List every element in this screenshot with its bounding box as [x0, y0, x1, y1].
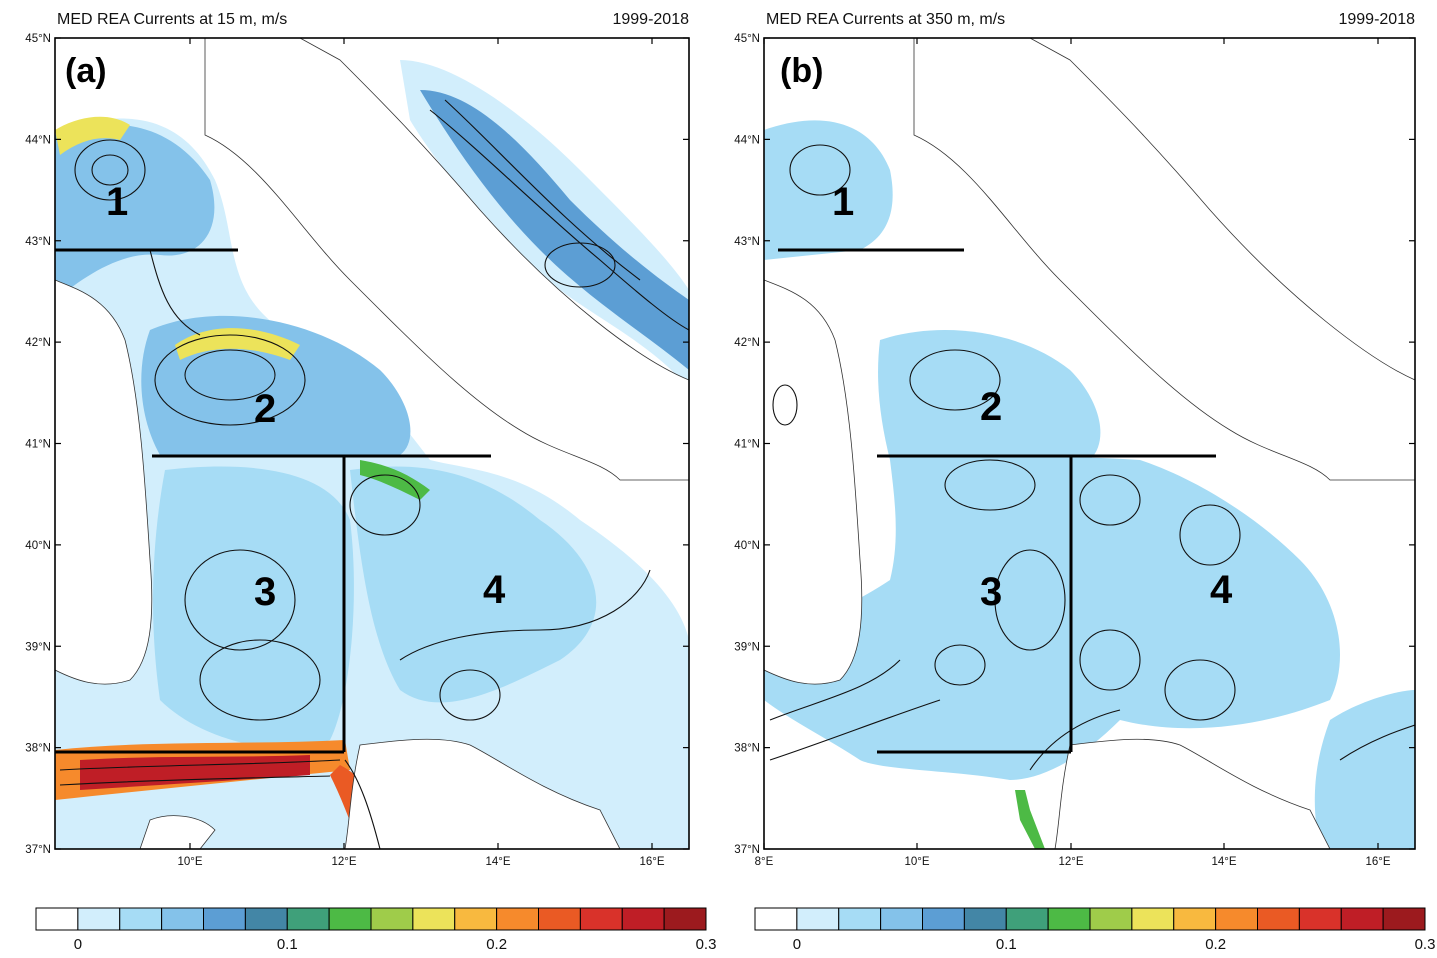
- lon-tick-label: 16°E: [1365, 856, 1390, 868]
- lat-tick-label: 42°N: [734, 337, 760, 349]
- region-4-label: 4: [1210, 568, 1233, 612]
- colorbar-swatch: [119, 907, 163, 931]
- lon-tick-label: 16°E: [639, 856, 664, 868]
- lat-tick-label: 39°N: [25, 641, 51, 653]
- colorbar-swatch: [963, 907, 1007, 931]
- panel-a-label: (a): [65, 52, 107, 90]
- panel-b-title: MED REA Currents at 350 m, m/s: [766, 11, 1005, 28]
- region-3-label: 3: [254, 570, 276, 614]
- colorbar-swatch: [161, 907, 204, 931]
- region-1-label: 1: [832, 180, 854, 224]
- colorbar-swatch: [1382, 907, 1426, 931]
- colorbar-swatch: [496, 907, 539, 931]
- colorbar-swatch: [412, 907, 456, 931]
- lat-tick-label: 37°N: [25, 844, 51, 856]
- colorbar-swatch: [1089, 907, 1133, 931]
- lat-tick-label: 37°N: [734, 844, 760, 856]
- region-2-label: 2: [254, 387, 276, 431]
- lat-tick-label: 44°N: [25, 134, 51, 146]
- colorbar-swatch: [1340, 907, 1384, 931]
- colorbar-tick-label: 0.3: [1415, 936, 1436, 953]
- colorbar-swatch: [663, 907, 707, 931]
- panel-a-ticks: 45°N 44°N 43°N 42°N 41°N 40°N 39°N 38°N 37°N 10°E…: [25, 33, 689, 868]
- panel-a-period: 1999-2018: [612, 11, 689, 28]
- panel-b: MED REA Currents at 350 m, m/s 1999-2018: [734, 11, 1416, 868]
- lat-tick-label: 43°N: [25, 236, 51, 248]
- colorbar-tick-label: 0.1: [996, 936, 1017, 953]
- lat-tick-label: 38°N: [25, 743, 51, 755]
- colorbar-swatch: [880, 907, 923, 931]
- colorbar-tick-label: 0: [74, 936, 82, 953]
- colorbar-swatch: [1131, 907, 1175, 931]
- lat-tick-label: 45°N: [25, 33, 51, 45]
- lat-tick-label: 44°N: [734, 134, 760, 146]
- lat-tick-label: 42°N: [25, 337, 51, 349]
- colorbar-swatch: [1005, 907, 1049, 931]
- colorbar-tick-label: 0: [793, 936, 801, 953]
- region-3-label: 3: [980, 570, 1002, 614]
- lat-tick-label: 41°N: [25, 439, 51, 451]
- lat-tick-label: 45°N: [734, 33, 760, 45]
- panel-a-map: (a) 1 2 3 4: [55, 38, 689, 849]
- lon-tick-label: 10°E: [904, 856, 929, 868]
- lon-tick-label: 10°E: [177, 856, 202, 868]
- colorbar-tick-label: 0.1: [277, 936, 298, 953]
- colorbar-swatch: [328, 907, 372, 931]
- colorbar-swatch: [286, 907, 330, 931]
- panel-a: MED REA Currents at 15 m, m/s 1999-2018: [25, 11, 690, 868]
- colorbar-swatch: [244, 907, 288, 931]
- colorbar-a: 0 0.1 0.2 0.3: [35, 907, 717, 953]
- colorbar-swatch: [1215, 907, 1258, 931]
- region-2-label: 2: [980, 385, 1002, 429]
- colorbar-swatch: [1298, 907, 1342, 931]
- colorbar-swatch: [538, 907, 581, 931]
- lon-tick-label: 12°E: [331, 856, 356, 868]
- region-1-label: 1: [106, 180, 128, 224]
- colorbar-tick-label: 0.2: [1205, 936, 1226, 953]
- lat-tick-label: 40°N: [25, 540, 51, 552]
- lon-tick-label: 14°E: [485, 856, 510, 868]
- panel-b-period: 1999-2018: [1338, 11, 1415, 28]
- lat-tick-label: 39°N: [734, 641, 760, 653]
- colorbar-tick-label: 0.3: [696, 936, 717, 953]
- colorbar-swatch: [922, 907, 965, 931]
- colorbar-swatch: [579, 907, 623, 931]
- lat-tick-label: 43°N: [734, 236, 760, 248]
- colorbar-swatch: [621, 907, 665, 931]
- colorbar-swatch: [1257, 907, 1300, 931]
- colorbar-swatch: [754, 907, 798, 931]
- colorbar-swatch: [35, 907, 79, 931]
- panel-b-ticks: 45°N 44°N 43°N 42°N 41°N 40°N 39°N 38°N 37°N8°E 1…: [734, 33, 1415, 868]
- colorbar-swatch: [1173, 907, 1217, 931]
- lat-tick-label: 40°N: [734, 540, 760, 552]
- colorbar-swatch: [796, 907, 840, 931]
- lon-tick-label: 8°E: [755, 856, 774, 868]
- lon-tick-label: 12°E: [1058, 856, 1083, 868]
- colorbar-swatch: [203, 907, 246, 931]
- colorbar-swatch: [370, 907, 414, 931]
- region-4-label: 4: [483, 568, 506, 612]
- colorbar-swatch: [454, 907, 498, 931]
- lon-tick-label: 14°E: [1211, 856, 1236, 868]
- panel-b-map: (b) 1 2 3 4: [764, 38, 1415, 849]
- colorbar-swatch: [77, 907, 121, 931]
- colorbar-b: 0 0.1 0.2 0.3: [754, 907, 1436, 953]
- lat-tick-label: 41°N: [734, 439, 760, 451]
- colorbar-swatch: [1047, 907, 1091, 931]
- colorbar-tick-label: 0.2: [486, 936, 507, 953]
- lat-tick-label: 38°N: [734, 743, 760, 755]
- panel-b-label: (b): [780, 52, 823, 90]
- panel-a-title: MED REA Currents at 15 m, m/s: [57, 11, 287, 28]
- colorbar-swatch: [838, 907, 882, 931]
